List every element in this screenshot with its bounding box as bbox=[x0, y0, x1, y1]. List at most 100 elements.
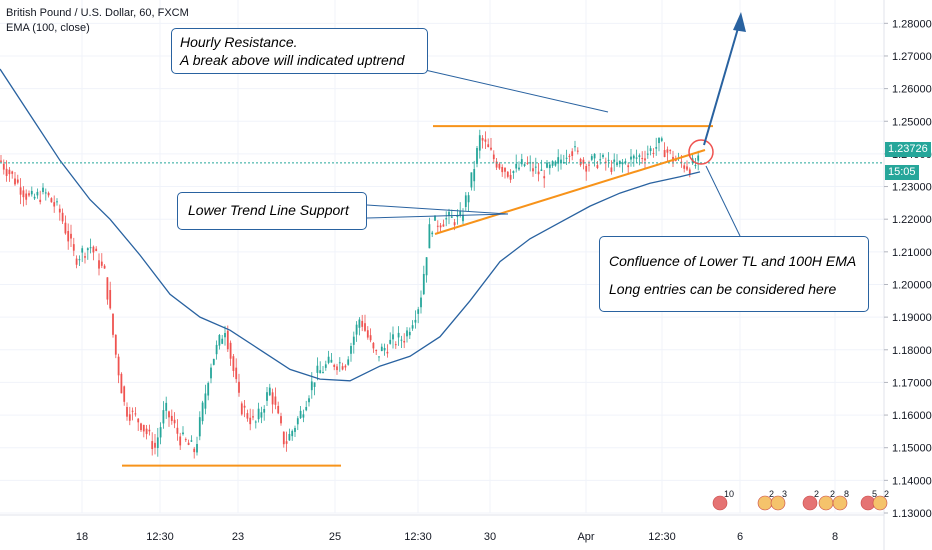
candle-body bbox=[78, 259, 81, 261]
candle-body bbox=[98, 260, 100, 269]
candle-body bbox=[613, 159, 616, 162]
candle-body bbox=[134, 413, 137, 415]
candle-body bbox=[355, 324, 358, 335]
resistance-note[interactable]: Hourly Resistance. A break above will in… bbox=[171, 28, 428, 74]
candle-body bbox=[386, 351, 389, 354]
candle-body bbox=[282, 431, 285, 445]
candle-body bbox=[92, 246, 95, 253]
price-tick-label: 1.26000 bbox=[892, 84, 932, 96]
candle-body bbox=[610, 167, 613, 172]
candle-body bbox=[207, 383, 210, 396]
candle-body bbox=[478, 135, 481, 151]
candle-body bbox=[30, 190, 33, 195]
candle-body bbox=[627, 165, 630, 168]
candle-body bbox=[369, 335, 372, 341]
candle-body bbox=[644, 158, 646, 161]
candle-body bbox=[47, 192, 50, 196]
candle-body bbox=[53, 202, 56, 207]
candle-body bbox=[439, 225, 442, 228]
candle-body bbox=[635, 157, 638, 159]
candle-body bbox=[414, 319, 417, 323]
candle-body bbox=[361, 320, 364, 327]
candle-body bbox=[330, 359, 333, 363]
candle-body bbox=[14, 178, 16, 185]
candle-body bbox=[232, 356, 235, 371]
candle-body bbox=[534, 166, 537, 168]
candle-body bbox=[140, 423, 142, 431]
candle-body bbox=[42, 187, 44, 193]
candle-body bbox=[403, 340, 406, 343]
price-tick-label: 1.19000 bbox=[892, 312, 932, 324]
candle-body bbox=[579, 158, 582, 166]
candle-body bbox=[574, 146, 576, 148]
candle-body bbox=[126, 407, 128, 417]
candle-body bbox=[75, 258, 78, 265]
event-badges: 10 2 3 2 2 8 5 2 bbox=[712, 489, 889, 511]
candle-body bbox=[576, 150, 579, 152]
candle-body bbox=[117, 356, 120, 376]
candle-body bbox=[268, 387, 271, 396]
time-tick-label: 8 bbox=[832, 531, 838, 543]
candle-body bbox=[593, 153, 596, 159]
candle-body bbox=[408, 331, 411, 336]
candle-body bbox=[400, 339, 403, 341]
candle-body bbox=[338, 362, 341, 364]
time-tick-label: 12:30 bbox=[146, 531, 174, 543]
candle-body bbox=[350, 345, 352, 354]
candle-body bbox=[154, 442, 156, 448]
resistance-note-line2: A break above will indicated uptrend bbox=[180, 52, 405, 68]
candle-body bbox=[537, 171, 540, 175]
event-flag-icon bbox=[872, 495, 888, 511]
candle-body bbox=[532, 168, 534, 172]
ema-100-line bbox=[0, 68, 701, 382]
candle-body bbox=[16, 179, 19, 183]
symbol-title[interactable]: British Pound / U.S. Dollar, 60, FXCM bbox=[6, 7, 189, 19]
price-axis-bg bbox=[884, 0, 932, 550]
candle-body bbox=[658, 137, 660, 144]
candle-body bbox=[504, 168, 506, 172]
candle-body bbox=[22, 190, 25, 198]
candle-body bbox=[324, 364, 327, 368]
indicator-title[interactable]: EMA (100, close) bbox=[6, 22, 90, 34]
candle-body bbox=[646, 153, 649, 155]
candle-body bbox=[226, 330, 229, 350]
candle-body bbox=[106, 277, 109, 300]
event-flag-icon bbox=[770, 495, 786, 511]
candle-body bbox=[313, 382, 316, 387]
candle-body bbox=[100, 261, 103, 266]
candle-body bbox=[148, 429, 151, 432]
event-badge-count: 8 bbox=[844, 489, 849, 499]
candle-body bbox=[179, 436, 182, 446]
candle-body bbox=[39, 199, 42, 203]
support-note[interactable]: Lower Trend Line Support bbox=[177, 192, 367, 230]
price-tick-label: 1.28000 bbox=[892, 18, 932, 30]
candle-body bbox=[378, 356, 380, 358]
candle-body bbox=[316, 365, 319, 373]
candle-body bbox=[481, 138, 484, 141]
time-tick-label: 18 bbox=[76, 531, 88, 543]
candle-body bbox=[560, 159, 562, 164]
candle-body bbox=[145, 428, 148, 435]
candle-body bbox=[492, 154, 495, 160]
candle-body bbox=[624, 161, 627, 164]
candle-body bbox=[210, 367, 212, 379]
candle-body bbox=[448, 211, 450, 216]
candle-body bbox=[523, 164, 526, 166]
candle-body bbox=[456, 214, 459, 218]
time-axis[interactable]: 18 12:30 23 25 12:30 30 Apr 12:30 6 8 bbox=[0, 514, 884, 543]
candle-body bbox=[193, 448, 196, 453]
candle-body bbox=[420, 297, 422, 308]
time-tick-label: 23 bbox=[232, 531, 244, 543]
candle-body bbox=[86, 248, 89, 251]
candle-body bbox=[590, 156, 593, 160]
candle-body bbox=[212, 358, 215, 365]
candle-body bbox=[397, 332, 400, 338]
candle-body bbox=[176, 427, 179, 434]
candle-body bbox=[389, 339, 392, 344]
candle-body bbox=[8, 169, 11, 175]
event-flag-icon bbox=[712, 495, 728, 511]
confluence-note[interactable]: Confluence of Lower TL and 100H EMA Long… bbox=[599, 236, 869, 312]
resistance-note-line1: Hourly Resistance. bbox=[180, 34, 298, 50]
price-axis[interactable]: 1.280001.270001.260001.250001.240001.230… bbox=[883, 0, 932, 550]
